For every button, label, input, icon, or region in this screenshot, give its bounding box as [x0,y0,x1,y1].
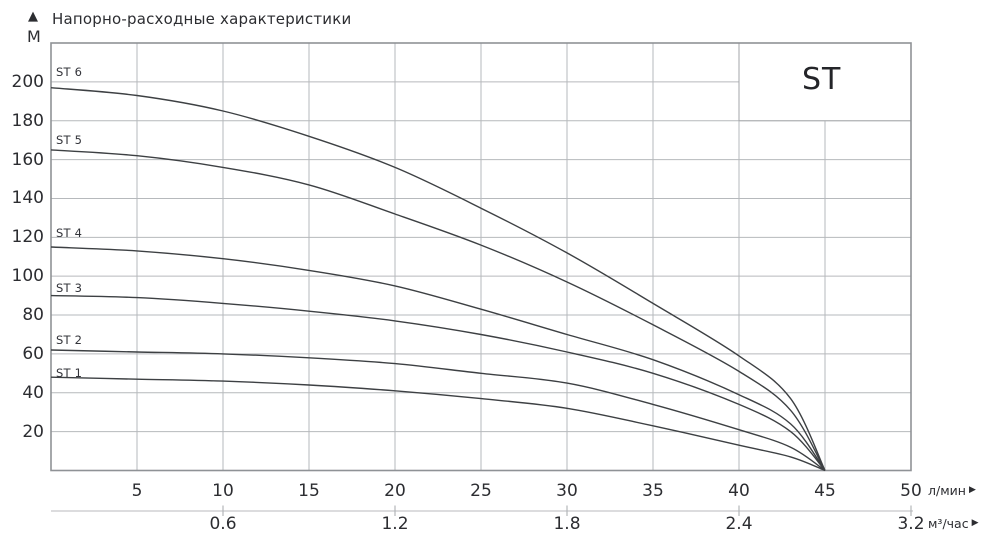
y-tick-label: 40 [22,382,44,403]
x2-tick-label: 1.8 [553,514,581,534]
x-tick-label: 15 [298,481,320,501]
x-axis-secondary-unit: м³/час ▶ [928,516,979,531]
x-tick-label: 50 [900,481,922,501]
y-tick-label: 20 [22,421,44,442]
y-tick-label: 100 [11,266,44,287]
x-tick-label: 45 [814,481,836,501]
curve-start-label: ST 2 [56,333,83,347]
x-axis-primary-unit-text: л/мин [928,483,966,498]
curve-start-label: ST 3 [56,281,83,295]
y-tick-label: 80 [22,305,44,326]
curve-st2 [50,349,826,472]
y-tick-label: 180 [11,110,44,131]
x-tick-label: 25 [470,481,492,501]
y-tick-label: 140 [11,188,44,209]
chart-title: Напорно-расходные характеристики [52,10,352,28]
y-tick-label: 160 [11,149,44,170]
x2-tick-label: 1.2 [381,514,409,534]
series-family-label: ST [802,61,842,97]
curve-st1 [50,376,826,472]
y-tick-label: 200 [11,71,44,92]
x2-tick-label: 0.6 [209,514,237,534]
st-annotation-box [738,42,912,122]
x-tick-label: 10 [212,481,234,501]
y-tick-label: 60 [22,343,44,364]
x-tick-label: 5 [131,481,143,501]
curve-st3 [50,294,826,471]
curve-start-label: ST 1 [56,366,83,380]
x2-tick-label: 3.2 [897,514,925,534]
curve-st4 [50,246,826,471]
y-tick-label: 120 [11,227,44,248]
curve-start-label: ST 5 [56,133,83,147]
x2-tick-label: 2.4 [725,514,753,534]
x-tick-label: 40 [728,481,750,501]
x-axis-secondary-unit-text: м³/час [928,516,969,531]
right-arrow-icon: ▶ [968,485,976,495]
plot-border [50,42,912,472]
right-arrow-icon: ▶ [971,518,979,528]
curve-start-label: ST 6 [56,65,83,79]
x-tick-label: 30 [556,481,578,501]
curve-st5 [50,149,826,471]
x-tick-label: 35 [642,481,664,501]
x-axis-primary-unit: л/мин ▶ [928,483,976,498]
x-tick-label: 20 [384,481,406,501]
y-axis-unit: М [27,27,41,46]
y-axis-arrow-icon: ▲ [28,9,38,24]
curve-start-label: ST 4 [56,226,83,240]
curve-st6 [50,87,826,471]
